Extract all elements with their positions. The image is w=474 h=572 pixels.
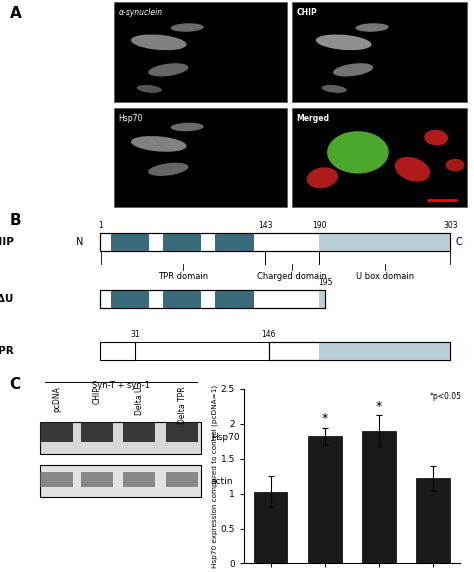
Text: Merged: Merged bbox=[296, 114, 329, 124]
FancyBboxPatch shape bbox=[292, 108, 467, 208]
FancyBboxPatch shape bbox=[111, 233, 149, 251]
Ellipse shape bbox=[148, 162, 188, 176]
Ellipse shape bbox=[327, 131, 389, 173]
Text: 146: 146 bbox=[261, 330, 276, 339]
Ellipse shape bbox=[137, 85, 162, 93]
FancyBboxPatch shape bbox=[40, 422, 201, 454]
Bar bbox=[254, 491, 288, 563]
Text: Hsp70: Hsp70 bbox=[118, 114, 143, 124]
Text: *p<0.05: *p<0.05 bbox=[430, 392, 462, 402]
FancyBboxPatch shape bbox=[163, 233, 201, 251]
Ellipse shape bbox=[424, 130, 448, 145]
Text: C: C bbox=[9, 376, 20, 392]
Text: CHIP: CHIP bbox=[296, 9, 317, 18]
Text: 1: 1 bbox=[98, 221, 103, 229]
FancyBboxPatch shape bbox=[292, 2, 467, 102]
FancyBboxPatch shape bbox=[123, 472, 155, 487]
Text: CHIP: CHIP bbox=[93, 387, 101, 404]
Text: 143: 143 bbox=[258, 221, 273, 229]
Ellipse shape bbox=[446, 159, 465, 172]
Ellipse shape bbox=[316, 34, 372, 50]
Text: 195: 195 bbox=[318, 277, 333, 287]
Ellipse shape bbox=[307, 167, 338, 188]
Text: U box domain: U box domain bbox=[356, 272, 414, 281]
FancyBboxPatch shape bbox=[123, 422, 155, 442]
Ellipse shape bbox=[321, 85, 347, 93]
FancyBboxPatch shape bbox=[114, 108, 287, 208]
Text: Syn-T + syn-1: Syn-T + syn-1 bbox=[92, 380, 150, 390]
FancyBboxPatch shape bbox=[319, 233, 450, 251]
FancyBboxPatch shape bbox=[215, 290, 254, 308]
Text: 303: 303 bbox=[443, 221, 457, 229]
Text: C: C bbox=[456, 237, 463, 247]
Text: CHIP: CHIP bbox=[0, 237, 14, 247]
Ellipse shape bbox=[131, 136, 187, 152]
Ellipse shape bbox=[171, 23, 204, 32]
Bar bbox=[362, 431, 396, 563]
Text: B: B bbox=[9, 213, 21, 228]
Text: actin: actin bbox=[211, 476, 233, 486]
FancyBboxPatch shape bbox=[40, 466, 201, 497]
Text: A: A bbox=[9, 6, 21, 21]
FancyBboxPatch shape bbox=[81, 422, 113, 442]
Text: α-synuclein: α-synuclein bbox=[118, 9, 163, 18]
FancyBboxPatch shape bbox=[215, 233, 254, 251]
FancyBboxPatch shape bbox=[319, 290, 325, 308]
Text: *: * bbox=[322, 412, 328, 425]
FancyBboxPatch shape bbox=[40, 422, 73, 442]
Text: N: N bbox=[75, 237, 83, 247]
Text: *: * bbox=[376, 400, 382, 412]
Text: 31: 31 bbox=[131, 330, 140, 339]
FancyBboxPatch shape bbox=[269, 342, 450, 360]
FancyBboxPatch shape bbox=[166, 472, 198, 487]
FancyBboxPatch shape bbox=[81, 472, 113, 487]
Ellipse shape bbox=[356, 23, 389, 32]
Ellipse shape bbox=[333, 63, 373, 77]
FancyBboxPatch shape bbox=[114, 2, 287, 102]
FancyBboxPatch shape bbox=[163, 290, 201, 308]
Text: Delta U: Delta U bbox=[136, 387, 144, 415]
Y-axis label: Hsp70 expression compared to control (pcDNA=1): Hsp70 expression compared to control (pc… bbox=[211, 384, 218, 568]
FancyBboxPatch shape bbox=[319, 342, 450, 360]
Ellipse shape bbox=[148, 63, 188, 77]
FancyBboxPatch shape bbox=[100, 290, 325, 308]
Bar bbox=[308, 436, 342, 563]
Text: pcDNA: pcDNA bbox=[53, 387, 61, 412]
Text: Delta TPR: Delta TPR bbox=[178, 387, 187, 424]
Text: Charged domain: Charged domain bbox=[257, 272, 327, 281]
Text: CHIPΔTPR: CHIPΔTPR bbox=[0, 346, 14, 356]
FancyBboxPatch shape bbox=[100, 233, 450, 251]
Text: CHIPΔU: CHIPΔU bbox=[0, 294, 14, 304]
Text: TPR domain: TPR domain bbox=[158, 272, 208, 281]
Text: 190: 190 bbox=[312, 221, 327, 229]
Bar bbox=[416, 478, 450, 563]
FancyBboxPatch shape bbox=[100, 342, 136, 360]
Ellipse shape bbox=[395, 157, 430, 182]
Ellipse shape bbox=[171, 123, 204, 131]
Ellipse shape bbox=[131, 34, 187, 50]
FancyBboxPatch shape bbox=[111, 290, 149, 308]
Text: Hsp70: Hsp70 bbox=[211, 434, 239, 442]
FancyBboxPatch shape bbox=[40, 472, 73, 487]
FancyBboxPatch shape bbox=[166, 422, 198, 442]
